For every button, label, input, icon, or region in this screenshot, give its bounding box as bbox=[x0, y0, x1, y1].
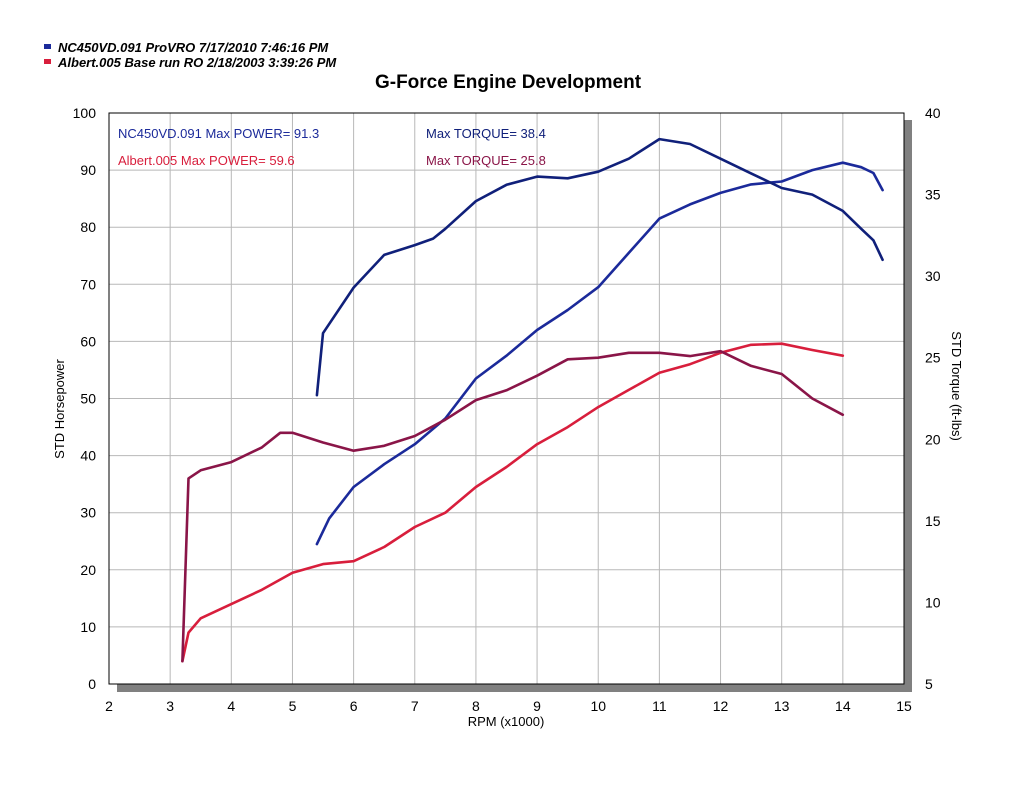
grid bbox=[109, 113, 904, 684]
annotation-nc-power: NC450VD.091 Max POWER= 91.3 bbox=[118, 126, 319, 141]
y2-tick-label: 10 bbox=[925, 594, 941, 610]
annotation-al-torque: Max TORQUE= 25.8 bbox=[426, 153, 546, 168]
annotation-nc-torque: Max TORQUE= 38.4 bbox=[426, 126, 546, 141]
y-axis-label: STD Horsepower bbox=[52, 358, 67, 458]
legend-marker-run1 bbox=[44, 44, 51, 49]
series-line-4-torque bbox=[181, 349, 845, 663]
y-tick-label: 40 bbox=[80, 448, 96, 464]
series-line-2-torque bbox=[315, 137, 884, 397]
x-tick-label: 2 bbox=[105, 698, 113, 714]
annotations: NC450VD.091 Max POWER= 91.3 Max TORQUE= … bbox=[118, 126, 546, 168]
x-tick-label: 11 bbox=[652, 698, 667, 714]
y-tick-label: 50 bbox=[80, 391, 96, 407]
x-tick-label: 7 bbox=[411, 698, 419, 714]
y-tick-label: 20 bbox=[80, 562, 96, 578]
frame-shadow-bottom bbox=[117, 684, 912, 692]
chart-title: G-Force Engine Development bbox=[375, 72, 642, 93]
legend-entry-run1: NC450VD.091 ProVRO 7/17/2010 7:46:16 PM bbox=[58, 40, 329, 55]
y-tick-label: 100 bbox=[73, 105, 97, 121]
legend-entry-run2: Albert.005 Base run RO 2/18/2003 3:39:26… bbox=[57, 55, 337, 70]
y2-tick-label: 15 bbox=[925, 513, 941, 529]
frame-shadow-right bbox=[904, 120, 912, 692]
y2-tick-label: 20 bbox=[925, 431, 941, 447]
x-tick-label: 12 bbox=[713, 698, 729, 714]
x-tick-label: 14 bbox=[835, 698, 851, 714]
y-tick-label: 30 bbox=[80, 505, 96, 521]
plot-frame bbox=[117, 120, 912, 692]
x-tick-label: 8 bbox=[472, 698, 480, 714]
y2-tick-label: 40 bbox=[925, 105, 941, 121]
y2-tick-label: 5 bbox=[925, 676, 933, 692]
x-axis-ticks: 2 3 4 5 6 7 8 9 10 11 12 13 14 15 bbox=[105, 698, 912, 714]
x-tick-label: 15 bbox=[896, 698, 912, 714]
series-line-1-power bbox=[315, 161, 884, 546]
x-tick-label: 5 bbox=[289, 698, 297, 714]
y-tick-label: 90 bbox=[80, 162, 96, 178]
x-tick-label: 4 bbox=[227, 698, 235, 714]
legend: NC450VD.091 ProVRO 7/17/2010 7:46:16 PM … bbox=[44, 40, 337, 70]
x-tick-label: 3 bbox=[166, 698, 174, 714]
y-tick-label: 60 bbox=[80, 333, 96, 349]
x-axis-label: RPM (x1000) bbox=[468, 714, 545, 729]
y2-tick-label: 30 bbox=[925, 268, 941, 284]
y2-tick-label: 35 bbox=[925, 187, 941, 203]
series-line-3-power bbox=[181, 342, 845, 663]
x-tick-label: 9 bbox=[533, 698, 541, 714]
x-tick-label: 10 bbox=[590, 698, 606, 714]
y2-tick-label: 25 bbox=[925, 350, 941, 366]
legend-marker-run2 bbox=[44, 59, 51, 64]
y-axis-ticks: 0 10 20 30 40 50 60 70 80 90 100 bbox=[73, 105, 97, 692]
plot-border bbox=[108, 112, 905, 685]
y-tick-label: 0 bbox=[88, 676, 96, 692]
x-tick-label: 13 bbox=[774, 698, 790, 714]
y-tick-label: 80 bbox=[80, 219, 96, 235]
annotation-al-power: Albert.005 Max POWER= 59.6 bbox=[118, 153, 295, 168]
y2-axis-ticks: 5 10 15 20 25 30 35 40 bbox=[925, 105, 941, 692]
y-tick-label: 70 bbox=[80, 276, 96, 292]
series-lines bbox=[181, 137, 884, 663]
y2-axis-label: STD Torque (ft-lbs) bbox=[949, 331, 964, 441]
y-tick-label: 10 bbox=[80, 619, 96, 635]
x-tick-label: 6 bbox=[350, 698, 358, 714]
